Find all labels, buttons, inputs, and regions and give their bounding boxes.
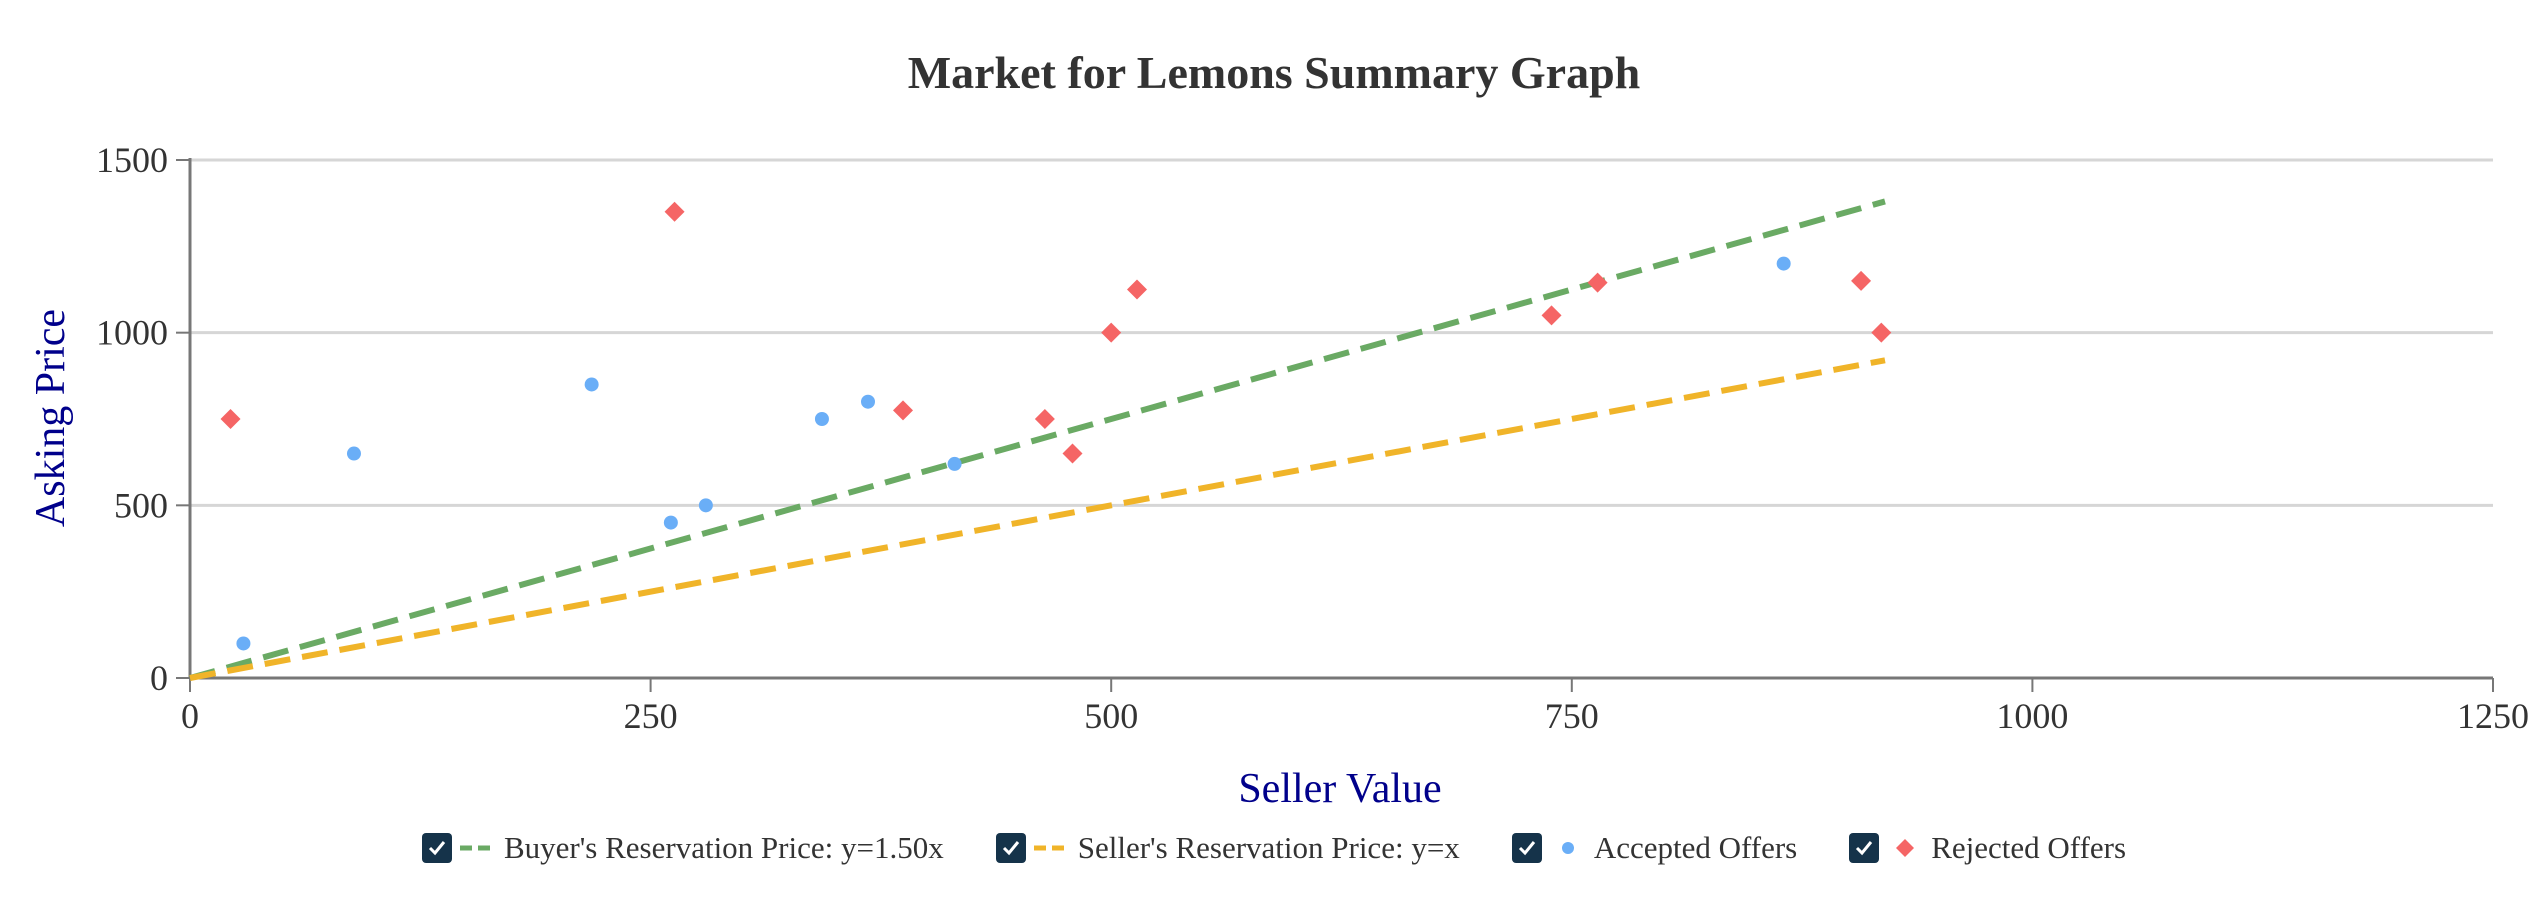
accepted-offer-point — [1776, 256, 1791, 271]
legend-item-buyer-reservation[interactable]: Buyer's Reservation Price: y=1.50x — [421, 830, 944, 866]
rejected-offer-point — [664, 201, 685, 222]
tick-labels: 0 500 1000 1500 0 250 500 750 1000 1250 — [96, 140, 2529, 736]
legend-label: Accepted Offers — [1593, 830, 1798, 865]
rejected-offer-point — [1126, 279, 1147, 300]
rejected-offer-point — [1871, 322, 1892, 343]
rejected-offer-point — [893, 400, 914, 421]
accepted-offer-point — [814, 412, 829, 426]
y-tick-label: 1500 — [96, 140, 168, 180]
legend-item-seller-reservation[interactable]: Seller's Reservation Price: y=x — [995, 830, 1460, 866]
accepted-offer-point — [663, 515, 678, 530]
legend-label: Rejected Offers — [1931, 830, 2127, 865]
legend-label: Seller's Reservation Price: y=x — [1077, 830, 1460, 865]
rejected-offer-point — [1587, 272, 1608, 293]
legend-item-accepted-offers[interactable]: Accepted Offers — [1511, 830, 1798, 866]
diamond-marker-icon — [1885, 833, 1925, 863]
x-tick-label: 1000 — [1996, 696, 2068, 736]
rejected-offer-point — [1541, 305, 1562, 326]
chart-title: Market for Lemons Summary Graph — [907, 47, 1641, 98]
check-icon — [1518, 841, 1535, 856]
y-tick-label: 1000 — [96, 313, 168, 353]
x-tick-label: 1250 — [2457, 696, 2529, 736]
legend-checkbox[interactable] — [1511, 833, 1542, 863]
circle-marker-icon — [1548, 833, 1588, 863]
x-tick-label: 250 — [624, 696, 678, 736]
legend-item-rejected-offers[interactable]: Rejected Offers — [1849, 830, 2126, 866]
legend: Buyer's Reservation Price: y=1.50x Selle… — [0, 830, 2548, 866]
rejected-offer-point — [1101, 322, 1122, 343]
check-icon — [428, 841, 446, 856]
check-icon — [1856, 841, 1873, 856]
legend-checkbox[interactable] — [421, 833, 452, 863]
accepted-offer-point — [584, 377, 599, 392]
y-tick-label: 500 — [114, 485, 168, 525]
series-line-0 — [189, 198, 1886, 681]
gridlines — [190, 158, 2493, 507]
x-axis-title: Seller Value — [1238, 766, 1441, 812]
rejected-offer-point — [1851, 270, 1872, 291]
accepted-offer-point — [698, 498, 713, 513]
x-tick-label: 0 — [181, 696, 199, 736]
x-tick-label: 750 — [1545, 696, 1599, 736]
legend-checkbox[interactable] — [1849, 833, 1880, 863]
series-line-1 — [189, 357, 1886, 681]
dashed-line-icon — [458, 833, 498, 863]
y-tick-label: 0 — [150, 658, 168, 698]
series-layer — [189, 198, 1892, 681]
axes — [176, 158, 2494, 692]
legend-checkbox[interactable] — [995, 833, 1026, 863]
accepted-offer-point — [236, 636, 251, 651]
dashed-line-icon — [1032, 833, 1072, 863]
legend-label: Buyer's Reservation Price: y=1.50x — [503, 830, 944, 865]
rejected-offer-point — [1034, 409, 1055, 429]
accepted-offer-point — [346, 446, 361, 461]
rejected-offer-point — [1062, 443, 1083, 464]
rejected-offer-point — [220, 409, 241, 429]
accepted-offer-point — [861, 394, 876, 409]
check-icon — [1002, 841, 1019, 856]
y-axis-title: Asking Price — [28, 309, 74, 527]
accepted-offer-point — [947, 456, 962, 471]
x-tick-label: 500 — [1084, 696, 1138, 736]
